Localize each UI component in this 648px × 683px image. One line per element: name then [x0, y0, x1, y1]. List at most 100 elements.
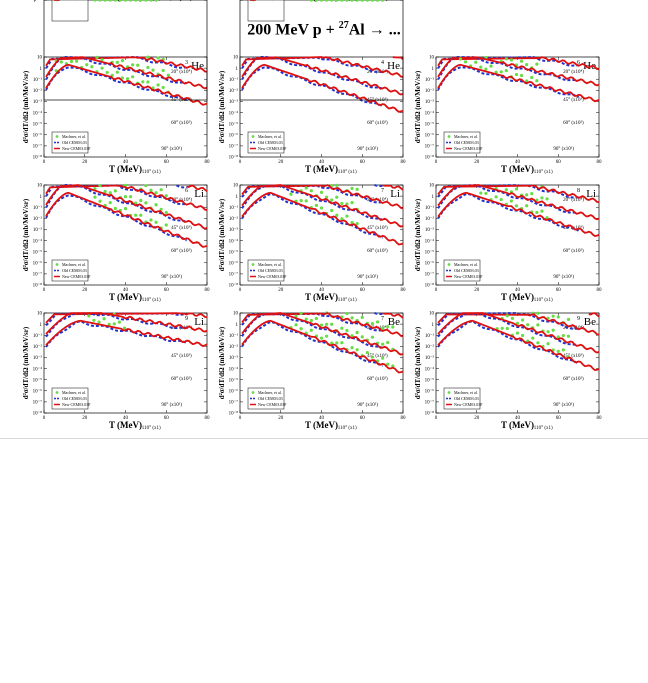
angle-label: 60° (x10²) [563, 120, 584, 126]
angle-label: 90° (x10¹) [161, 274, 182, 280]
data-point [161, 85, 165, 90]
data-point [531, 336, 535, 340]
y-axis-label: d²σ/dT/dΩ (mb/MeV/sr) [0, 0, 37, 2]
y-tick-label: 10⁻⁵ [33, 249, 43, 255]
y-tick-label: 10⁻⁴ [229, 110, 239, 116]
data-point [309, 189, 313, 193]
data-point [386, 340, 390, 345]
data-point [515, 321, 520, 325]
x-tick-label: 80 [597, 160, 603, 165]
y-tick-label: 10⁻⁴ [229, 238, 239, 244]
data-point [345, 311, 349, 316]
y-tick-label: 10⁻³ [229, 99, 239, 105]
y-axis-label: d²σ/dT/dΩ (mb/MeV/sr) [218, 326, 226, 399]
y-tick-label: 10⁻⁷ [425, 272, 435, 278]
legend-entry: Old CEM03.03 [454, 140, 479, 145]
legend-entry: New CEM03.03F [62, 402, 91, 407]
data-point [134, 213, 138, 217]
y-tick-label: 10⁻⁴ [33, 110, 43, 116]
y-tick-label: 10⁻² [33, 88, 43, 94]
y-tick-label: 10⁻³ [425, 227, 435, 233]
new-model-line [241, 312, 404, 356]
legend-box [51, 387, 89, 410]
data-point [95, 55, 99, 60]
legend-entry: Old CEM03.03 [258, 140, 283, 145]
data-point [504, 188, 508, 192]
x-tick-label: 40 [319, 416, 325, 421]
data-point [535, 79, 539, 83]
data-point [551, 314, 555, 318]
legend-box [247, 387, 285, 410]
angle-label: 20° (x10⁴) [171, 0, 192, 2]
new-model-line [437, 56, 600, 87]
y-tick-label: 10⁻⁵ [425, 121, 435, 127]
y-tick-label: 10⁻¹ [425, 333, 435, 339]
data-point [128, 195, 133, 199]
data-point [360, 335, 364, 339]
data-point [566, 317, 571, 321]
y-tick-label: 10⁻⁴ [33, 238, 43, 244]
y-tick-label: 10⁻¹ [229, 333, 239, 339]
new-model-line [241, 56, 404, 78]
y-tick-label: 10 [233, 0, 239, 2]
data-point [97, 320, 101, 324]
x-tick-label: 60 [164, 160, 170, 165]
old-model-line [176, 184, 187, 189]
data-point [113, 0, 117, 2]
data-point [365, 0, 369, 2]
y-tick-label: 10⁻¹ [33, 333, 43, 339]
data-point [309, 0, 313, 2]
y-tick-label: 1 [40, 67, 43, 72]
data-point [108, 200, 112, 205]
data-point [561, 348, 565, 352]
y-tick-label: 1 [432, 195, 435, 200]
data-point [386, 362, 390, 366]
angle-label: 60° (x10²) [367, 248, 388, 254]
y-tick-label: 10⁻⁷ [229, 400, 239, 406]
angle-label: 110° (x1) [534, 298, 553, 303]
data-point [324, 195, 329, 199]
data-point [514, 204, 519, 208]
y-tick-label: 10⁻⁴ [425, 110, 435, 116]
y-tick-label: 10 [37, 184, 43, 189]
data-point [391, 325, 395, 329]
legend-box [51, 131, 89, 154]
data-point [525, 204, 529, 208]
y-tick-label: 1 [40, 323, 43, 328]
data-point [103, 0, 107, 2]
data-point [484, 67, 488, 71]
x-tick-label: 60 [360, 288, 366, 293]
y-tick-label: 10⁻³ [229, 355, 239, 361]
old-model-line [437, 192, 580, 232]
y-tick-label: 10⁻³ [33, 99, 43, 105]
x-axis-label: T (MeV) [109, 292, 142, 302]
y-tick-label: 10⁻² [229, 0, 239, 2]
data-point [540, 209, 544, 213]
old-model-line [45, 184, 187, 206]
legend-entry: New CEM03.03F [62, 274, 91, 279]
data-point [87, 314, 91, 318]
new-model-line [437, 191, 600, 238]
data-point [519, 73, 524, 78]
data-point [319, 0, 324, 2]
data-point [458, 57, 463, 61]
data-point [149, 188, 153, 192]
x-tick-label: 80 [401, 0, 407, 2]
x-tick-label: 60 [360, 160, 366, 165]
data-point [75, 59, 79, 63]
data-point [299, 311, 303, 315]
data-point [131, 63, 135, 67]
data-point [345, 214, 349, 218]
y-axis-label: d²σ/dT/dΩ (mb/MeV/sr) [22, 70, 30, 143]
x-tick-label: 80 [205, 288, 211, 293]
legend-entry: Old CEM03.03 [454, 396, 479, 401]
data-point [166, 73, 170, 77]
y-tick-label: 10⁻⁷ [33, 272, 43, 278]
y-tick-label: 1 [432, 67, 435, 72]
isotope-mass-number: 9 [185, 316, 188, 322]
legend-box [443, 131, 481, 154]
old-model-line [437, 320, 580, 365]
data-point [509, 58, 513, 62]
legend-data-marker [251, 391, 255, 394]
